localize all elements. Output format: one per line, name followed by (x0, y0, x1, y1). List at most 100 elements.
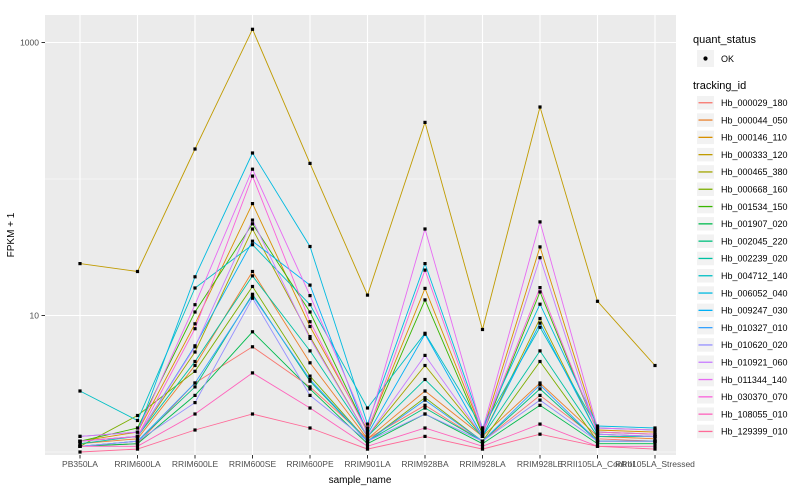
data-point (538, 359, 542, 364)
data-point (423, 403, 427, 407)
data-point (423, 434, 427, 438)
legend-entry-label: Hb_010327_010 (721, 323, 788, 333)
data-point (480, 432, 485, 436)
legend-entry-label: Hb_000668_160 (721, 184, 788, 194)
data-point (423, 377, 427, 382)
legend-entry-label: Hb_001534_150 (721, 202, 788, 212)
data-point (308, 324, 312, 329)
legend-entry-label: Hb_010921_060 (721, 357, 788, 367)
x-tick-label: RRIM928LE (517, 459, 564, 469)
axis-ticks (41, 42, 656, 459)
legend-quant-status-title: quant_status (693, 34, 756, 46)
data-point (423, 426, 427, 430)
legend-entry-label: Hb_000146_110 (721, 133, 787, 143)
data-point (193, 359, 197, 364)
data-point (250, 294, 255, 298)
data-point (250, 151, 255, 155)
data-point (423, 286, 427, 290)
data-point (423, 268, 427, 272)
data-point (538, 302, 542, 306)
data-point (538, 393, 542, 397)
legend-entries: Hb_000029_180 Hb_000044_050 Hb_000146_110 H… (697, 96, 788, 439)
data-point (595, 432, 600, 436)
data-point (480, 439, 485, 443)
series-points (78, 27, 657, 454)
data-point (250, 412, 255, 416)
data-point (135, 418, 140, 423)
data-point (365, 293, 370, 297)
data-point (538, 220, 542, 224)
data-point (423, 298, 427, 302)
data-point (193, 286, 197, 290)
data-point (250, 174, 255, 178)
data-point (193, 369, 197, 373)
data-point (365, 406, 370, 410)
data-point (480, 434, 485, 438)
legend-entry-label: Hb_000044_050 (721, 115, 788, 125)
data-point (653, 426, 657, 430)
data-point (365, 430, 370, 434)
legend-entry-label: Hb_001907_020 (721, 219, 788, 229)
data-point (193, 393, 197, 397)
data-point (365, 439, 370, 443)
legend-entry-label: Hb_002239_020 (721, 254, 788, 264)
x-axis-title: sample_name (329, 475, 392, 486)
data-point (308, 283, 312, 287)
data-point (250, 218, 255, 222)
data-point (538, 422, 542, 426)
legend-ok-label: OK (721, 54, 734, 64)
data-point (250, 227, 255, 231)
data-point (193, 310, 197, 314)
data-point (78, 439, 82, 443)
data-point (423, 398, 427, 402)
data-point (193, 147, 197, 151)
x-tick-label: RRIM600PE (286, 459, 334, 469)
data-point (308, 310, 312, 314)
legend-entry-label: Hb_129399_010 (721, 427, 788, 437)
data-point (78, 262, 82, 266)
data-point (538, 387, 542, 391)
data-point (193, 322, 197, 326)
data-point (423, 412, 427, 416)
data-point (480, 430, 485, 434)
data-point (250, 284, 255, 289)
data-point (250, 345, 255, 349)
data-point (308, 377, 312, 382)
data-point (423, 406, 427, 410)
data-point (78, 442, 82, 446)
data-point (538, 290, 542, 294)
data-point (308, 303, 312, 307)
data-point (365, 437, 370, 441)
data-point (653, 439, 657, 443)
data-point (365, 442, 370, 446)
data-point (193, 381, 197, 385)
data-point (423, 353, 427, 357)
legend-tracking-id-title: tracking_id (693, 80, 746, 92)
data-point (308, 393, 312, 397)
x-tick-label: RRIM928BA (401, 459, 449, 469)
data-point (135, 426, 140, 430)
data-point (653, 428, 657, 432)
data-point (423, 389, 427, 393)
x-tick-label: RRIM901LA (344, 459, 391, 469)
data-point (423, 120, 427, 124)
data-point (480, 442, 485, 446)
y-axis-tick-labels: 1000 10 (20, 38, 39, 321)
data-point (308, 361, 312, 365)
data-point (135, 437, 140, 441)
data-point (250, 222, 255, 226)
data-point (365, 447, 370, 451)
data-point (365, 444, 370, 448)
x-tick-label: RRIM600LA (114, 459, 161, 469)
legend-entry-label: Hb_000029_180 (721, 98, 788, 108)
x-tick-label: RRII105LA_Control (561, 459, 635, 469)
data-point (653, 442, 657, 446)
x-tick-label: RRII105LA_Stressed (615, 459, 695, 469)
data-point (595, 444, 600, 448)
data-point (480, 444, 485, 448)
data-point (308, 387, 312, 391)
data-point (250, 296, 255, 300)
data-point (538, 432, 542, 436)
